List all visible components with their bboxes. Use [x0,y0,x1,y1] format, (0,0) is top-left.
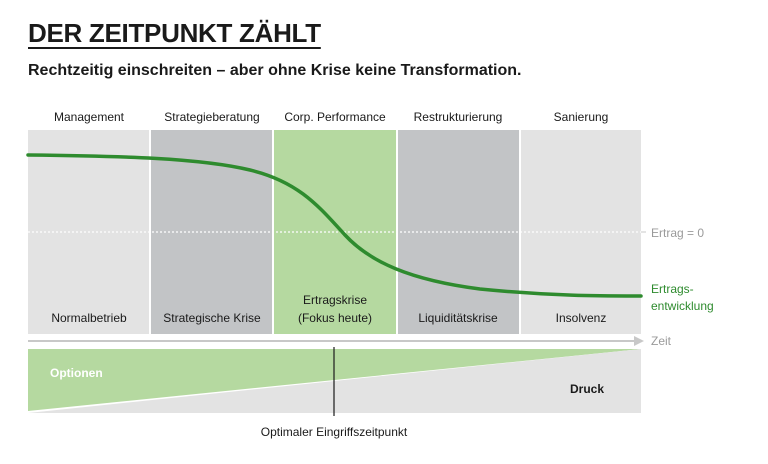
optimal-point-label: Optimaler Eingriffszeitpunkt [261,425,408,439]
page-subtitle: Rechtzeitig einschreiten – aber ohne Kri… [28,62,522,79]
curve-label-line2: entwicklung [651,299,714,313]
column-footer-insolvenz: Insolvenz [556,311,607,325]
column-footer-liquiditaetskrise: Liquiditätskrise [418,311,498,325]
phase-headers: Management Strategieberatung Corp. Perfo… [54,110,608,124]
zero-line-label: Ertrag = 0 [651,226,704,240]
column-header-strategieberatung: Strategieberatung [164,110,259,124]
options-label: Optionen [50,366,103,380]
time-axis-arrow [634,336,644,346]
column-bg-restrukturierung [398,130,519,334]
column-footer-fokus-heute: (Fokus heute) [298,311,372,325]
page-title: DER ZEITPUNKT ZÄHLT [28,18,321,48]
column-header-management: Management [54,110,125,124]
column-footer-ertragskrise: Ertragskrise [303,293,367,307]
pressure-label: Druck [570,382,604,396]
column-bg-corp-performance [274,130,396,334]
column-footer-strategische-krise: Strategische Krise [163,311,261,325]
curve-label-line1: Ertrags- [651,282,694,296]
column-header-corp-performance: Corp. Performance [284,110,386,124]
time-axis-label: Zeit [651,334,672,348]
phase-footers: Normalbetrieb Strategische Krise Ertrags… [51,293,606,325]
column-footer-normalbetrieb: Normalbetrieb [51,311,127,325]
column-header-sanierung: Sanierung [554,110,609,124]
column-header-restrukturierung: Restrukturierung [414,110,503,124]
earnings-curve [26,153,643,298]
